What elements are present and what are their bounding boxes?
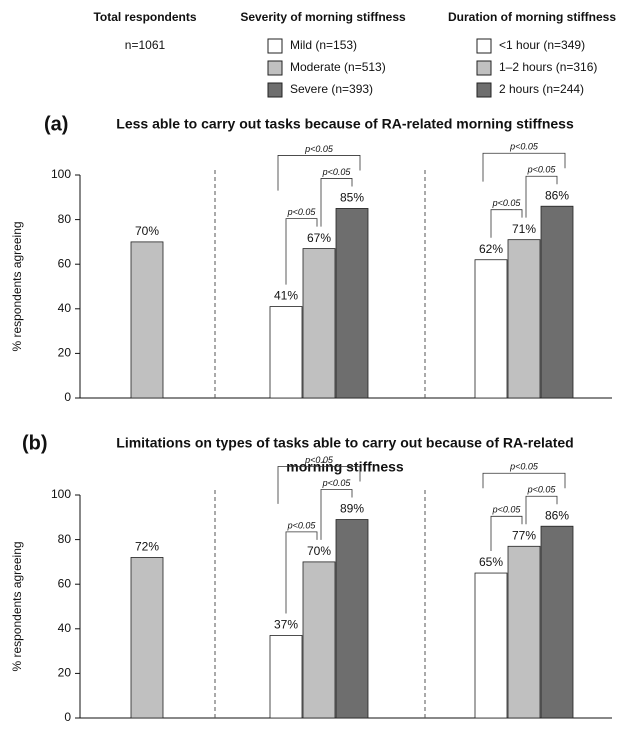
y-tick-label: 60 xyxy=(58,256,72,270)
bar xyxy=(302,561,336,719)
y-tick-label: 20 xyxy=(58,346,72,360)
bar xyxy=(335,208,369,399)
value-label: 85% xyxy=(340,191,364,205)
bar xyxy=(540,205,574,399)
legend-swatch xyxy=(476,60,492,76)
significance-bracket xyxy=(285,218,318,285)
y-tick-label: 40 xyxy=(58,621,72,635)
bar xyxy=(474,572,508,719)
value-label: 71% xyxy=(512,222,536,236)
y-tick-label: 80 xyxy=(58,212,72,226)
legend-heading: Severity of morning stiffness xyxy=(240,10,406,24)
value-label: 89% xyxy=(340,502,364,516)
value-label: 86% xyxy=(545,188,569,202)
bar xyxy=(474,259,508,399)
panel-letter: (a) xyxy=(44,113,68,135)
y-axis-label: % respondents agreeing xyxy=(10,221,24,351)
legend-label: 1–2 hours (n=316) xyxy=(499,60,597,74)
bar xyxy=(302,248,336,399)
y-tick-label: 80 xyxy=(58,532,72,546)
significance-bracket xyxy=(320,489,353,540)
legend-swatch xyxy=(476,82,492,98)
bar xyxy=(269,306,303,399)
significance-label: p<0.05 xyxy=(287,520,317,530)
legend-label: 2 hours (n=244) xyxy=(499,82,584,96)
legend-label: Severe (n=393) xyxy=(290,82,373,96)
legend-swatch xyxy=(267,60,283,76)
significance-bracket xyxy=(482,472,566,489)
y-tick-label: 20 xyxy=(58,666,72,680)
legend-label: n=1061 xyxy=(125,38,166,52)
significance-label: p<0.05 xyxy=(322,167,352,177)
y-axis-label: % respondents agreeing xyxy=(10,541,24,671)
significance-bracket xyxy=(285,531,318,614)
value-label: 67% xyxy=(307,231,331,245)
significance-label: p<0.05 xyxy=(492,505,522,515)
value-label: 37% xyxy=(274,618,298,632)
significance-bracket xyxy=(277,155,361,191)
value-label: 65% xyxy=(479,555,503,569)
value-label: 41% xyxy=(274,289,298,303)
legend-label: <1 hour (n=349) xyxy=(499,38,585,52)
significance-bracket xyxy=(525,495,558,525)
significance-label: p<0.05 xyxy=(287,207,317,217)
y-tick-label: 60 xyxy=(58,576,72,590)
significance-label: p<0.05 xyxy=(304,455,334,465)
significance-label: p<0.05 xyxy=(322,478,352,488)
value-label: 62% xyxy=(479,242,503,256)
y-tick-label: 0 xyxy=(64,390,71,404)
bar xyxy=(540,525,574,719)
legend-swatch xyxy=(476,38,492,54)
legend-heading: Total respondents xyxy=(93,10,196,24)
significance-label: p<0.05 xyxy=(509,462,539,472)
value-label: 72% xyxy=(135,540,159,554)
legend-swatch xyxy=(267,82,283,98)
bar xyxy=(269,635,303,719)
significance-label: p<0.05 xyxy=(527,165,557,175)
panel-letter: (b) xyxy=(22,432,48,454)
significance-label: p<0.05 xyxy=(527,485,557,495)
significance-bracket xyxy=(490,515,523,552)
significance-label: p<0.05 xyxy=(304,144,334,154)
value-label: 86% xyxy=(545,508,569,522)
bar xyxy=(130,241,164,399)
y-tick-label: 0 xyxy=(64,710,71,724)
legend-label: Mild (n=153) xyxy=(290,38,357,52)
y-tick-label: 40 xyxy=(58,301,72,315)
legend-swatch xyxy=(267,38,283,54)
legend-label: Moderate (n=513) xyxy=(290,60,386,74)
y-tick-label: 100 xyxy=(51,167,71,181)
significance-label: p<0.05 xyxy=(509,142,539,152)
significance-label: p<0.05 xyxy=(492,198,522,208)
significance-bracket xyxy=(490,209,523,238)
chart-title: Limitations on types of tasks able to ca… xyxy=(116,435,573,451)
significance-bracket xyxy=(277,466,361,504)
bar xyxy=(335,519,369,719)
value-label: 77% xyxy=(512,528,536,542)
value-label: 70% xyxy=(307,544,331,558)
y-tick-label: 100 xyxy=(51,487,71,501)
value-label: 70% xyxy=(135,224,159,238)
significance-bracket xyxy=(320,178,353,227)
chart-title: Less able to carry out tasks because of … xyxy=(116,116,574,132)
legend-heading: Duration of morning stiffness xyxy=(448,10,616,24)
bar xyxy=(507,239,541,399)
bar xyxy=(130,557,164,719)
significance-bracket xyxy=(525,175,558,218)
significance-bracket xyxy=(482,152,566,182)
bar xyxy=(507,545,541,719)
